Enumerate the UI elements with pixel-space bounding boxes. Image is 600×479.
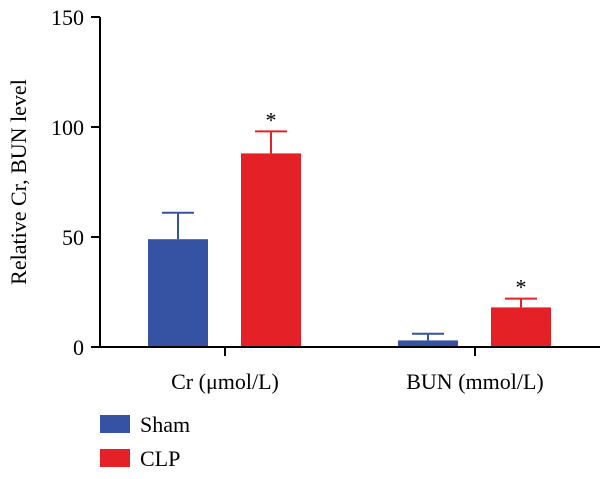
bar-sham-0 xyxy=(148,239,208,347)
legend-swatch-clp xyxy=(100,449,130,467)
bars xyxy=(148,153,551,347)
y-axis-ticks: 0 50 100 150 xyxy=(51,5,100,360)
legend-swatch-sham xyxy=(100,415,130,433)
bar-clp-0 xyxy=(241,153,301,347)
significance-markers: ** xyxy=(266,107,527,299)
bar-clp-1 xyxy=(491,307,551,347)
legend-label-sham: Sham xyxy=(140,412,190,437)
legend-label-clp: CLP xyxy=(140,446,180,471)
y-tick-label: 100 xyxy=(51,115,84,140)
y-tick-label: 50 xyxy=(62,225,84,250)
y-axis-label: Relative Cr, BUN level xyxy=(6,79,31,285)
x-category-label: Cr (μmol/L) xyxy=(171,369,279,394)
legend: Sham CLP xyxy=(100,412,190,471)
x-axis-ticks: Cr (μmol/L) BUN (mmol/L) xyxy=(171,347,544,394)
significance-asterisk: * xyxy=(516,275,527,300)
x-category-label: BUN (mmol/L) xyxy=(406,369,544,394)
significance-asterisk: * xyxy=(266,107,277,132)
error-bars xyxy=(162,130,537,341)
bar-sham-1 xyxy=(398,340,458,347)
y-tick-label: 150 xyxy=(51,5,84,30)
y-tick-label: 0 xyxy=(73,335,84,360)
